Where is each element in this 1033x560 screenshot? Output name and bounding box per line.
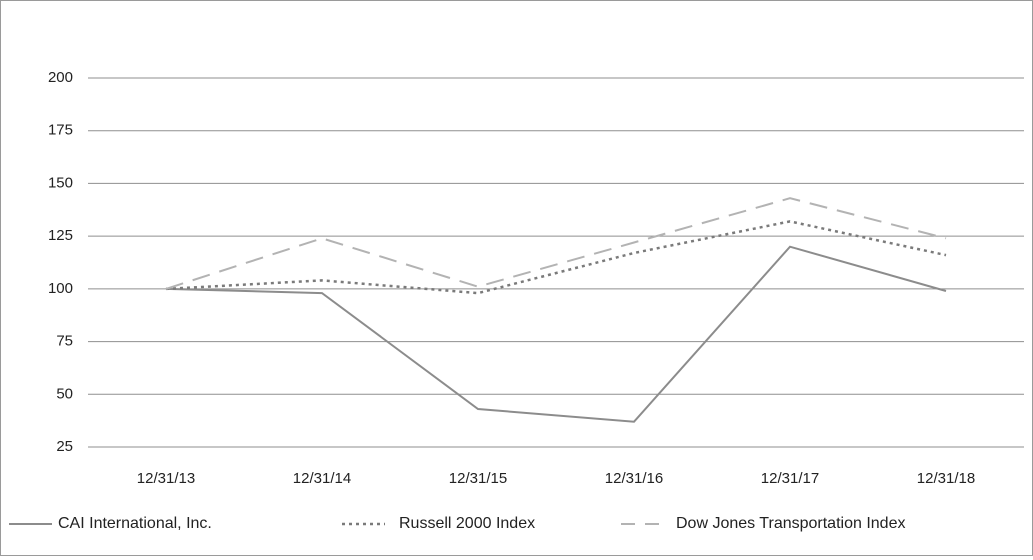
- x-axis-ticks: 12/31/13 12/31/14 12/31/15 12/31/16 12/31/17…: [137, 470, 975, 487]
- y-tick-label: 25: [56, 438, 73, 455]
- x-tick-label: 12/31/13: [137, 470, 195, 487]
- x-tick-label: 12/31/17: [761, 470, 819, 487]
- gridlines: [88, 78, 1024, 447]
- x-tick-label: 12/31/14: [293, 470, 351, 487]
- x-tick-label: 12/31/16: [605, 470, 663, 487]
- series-lines: [166, 198, 946, 422]
- x-tick-label: 12/31/15: [449, 470, 507, 487]
- series-line-2: [166, 198, 946, 289]
- y-axis-ticks: 25 50 75 100 125 150 175 200: [48, 69, 73, 455]
- y-tick-label: 75: [56, 333, 73, 350]
- legend: CAI International, Inc. Russell 2000 Inde…: [9, 515, 905, 532]
- y-tick-label: 175: [48, 122, 73, 139]
- y-tick-label: 150: [48, 174, 73, 191]
- y-tick-label: 100: [48, 280, 73, 297]
- legend-label: CAI International, Inc.: [58, 515, 212, 532]
- y-tick-label: 200: [48, 69, 73, 86]
- legend-label: Russell 2000 Index: [399, 515, 535, 532]
- legend-label: Dow Jones Transportation Index: [676, 515, 905, 532]
- y-tick-label: 125: [48, 227, 73, 244]
- x-tick-label: 12/31/18: [917, 470, 975, 487]
- y-tick-label: 50: [56, 385, 73, 402]
